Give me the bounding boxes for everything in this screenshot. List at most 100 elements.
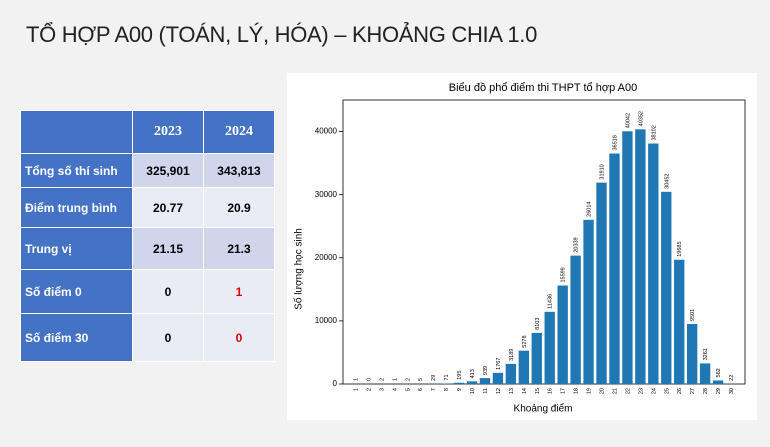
x-tick-label: 24 <box>651 388 657 394</box>
row-label: Điểm trung bình <box>20 187 133 228</box>
corner-cell <box>20 110 133 154</box>
cell: 20.9 <box>203 187 275 228</box>
bar <box>505 363 517 384</box>
x-tick-label: 27 <box>690 388 696 394</box>
y-tick-label: 20000 <box>315 253 338 262</box>
x-tick-label: 18 <box>574 388 580 394</box>
cell: 21.3 <box>203 227 275 270</box>
x-tick-label: 8 <box>444 388 450 391</box>
x-tick-label: 28 <box>703 388 709 394</box>
x-tick-label: 9 <box>457 388 463 391</box>
x-tick-label: 2 <box>366 388 372 391</box>
bar <box>544 311 555 384</box>
value-label: 195 <box>457 371 463 380</box>
bar <box>609 153 620 384</box>
row-label: Số điểm 30 <box>20 313 133 362</box>
bar <box>557 285 568 384</box>
bar <box>712 380 724 384</box>
x-tick-label: 26 <box>677 388 683 394</box>
cell: 0 <box>132 269 204 314</box>
value-label: 5278 <box>522 335 528 347</box>
bar <box>674 259 685 384</box>
x-tick-label: 30 <box>729 388 735 394</box>
value-label: 413 <box>470 369 476 378</box>
x-tick-label: 17 <box>561 388 567 394</box>
bar <box>479 378 491 384</box>
cell: 0 <box>203 313 275 362</box>
value-label: 1 <box>392 378 398 381</box>
bar <box>531 332 542 384</box>
x-tick-label: 5 <box>405 388 411 391</box>
x-axis-label: Khoảng điểm <box>514 403 573 415</box>
header-cell: 2024 <box>203 110 275 154</box>
value-label: 562 <box>716 368 722 377</box>
y-tick-label: 0 <box>333 379 338 388</box>
value-label: 19685 <box>677 241 683 256</box>
value-label: 22 <box>729 375 735 381</box>
bar <box>466 381 478 384</box>
cell: 21.15 <box>132 227 204 270</box>
value-label: 939 <box>483 366 489 375</box>
plot-frame <box>342 99 746 385</box>
x-tick-label: 12 <box>496 388 502 394</box>
value-label: 11436 <box>548 294 554 309</box>
row-label: Trung vị <box>20 227 133 270</box>
value-label: 2 <box>405 378 411 381</box>
value-label: 9501 <box>690 309 696 321</box>
x-tick-label: 10 <box>470 388 476 394</box>
value-label: 31910 <box>600 164 606 179</box>
value-label: 40042 <box>625 113 631 128</box>
value-label: 29 <box>431 375 437 381</box>
value-label: 38102 <box>651 125 657 140</box>
bar <box>583 219 594 384</box>
chart: Biểu đồ phổ điểm thi THPT tổ hợp A00 Kho… <box>293 82 746 415</box>
x-tick-label: 19 <box>587 388 593 394</box>
value-label: 0 <box>366 378 372 381</box>
y-axis-label: Số lượng học sinh <box>293 228 305 310</box>
cell: 20.77 <box>132 187 204 228</box>
x-tick-label: 21 <box>612 388 618 394</box>
bar <box>661 191 672 384</box>
value-label: 2 <box>379 378 385 381</box>
value-label: 3189 <box>509 349 515 361</box>
x-tick-label: 1 <box>354 388 360 391</box>
value-label: 71 <box>444 374 450 380</box>
value-label: 3261 <box>703 348 709 360</box>
x-tick-label: 29 <box>716 388 722 394</box>
x-tick-label: 14 <box>522 388 528 394</box>
value-label: 1 <box>354 378 360 381</box>
x-tick-label: 3 <box>379 388 385 391</box>
y-tick-label: 30000 <box>315 190 338 199</box>
bar <box>686 324 698 384</box>
x-tick-label: 7 <box>431 388 437 391</box>
value-label: 8103 <box>535 318 541 330</box>
x-tick-label: 11 <box>483 388 489 394</box>
value-label: 20339 <box>574 237 580 252</box>
x-tick-label: 23 <box>638 388 644 394</box>
bar <box>622 131 633 384</box>
bar <box>570 255 581 384</box>
value-label: 5 <box>418 378 424 381</box>
chart-title: Biểu đồ phổ điểm thi THPT tổ hợp A00 <box>449 82 637 94</box>
y-tick-label: 10000 <box>315 316 338 325</box>
x-tick-label: 20 <box>600 388 606 394</box>
cell: 0 <box>132 313 204 362</box>
bar <box>453 382 465 384</box>
cell: 1 <box>203 269 275 314</box>
bar <box>518 350 530 384</box>
value-label: 36518 <box>612 135 618 150</box>
value-label: 40352 <box>638 111 644 126</box>
y-tick-label: 40000 <box>315 127 338 136</box>
x-tick-label: 6 <box>418 388 424 391</box>
value-label: 26014 <box>587 202 593 217</box>
value-label: 15599 <box>561 267 567 282</box>
x-tick-label: 25 <box>664 388 670 394</box>
chart-panel: Biểu đồ phổ điểm thi THPT tổ hợp A00 Kho… <box>287 73 757 420</box>
x-tick-label: 15 <box>535 388 541 394</box>
row-label: Số điểm 0 <box>20 269 133 314</box>
stats-table: 2023 2024 Tổng số thí sinh 325,901 343,813… <box>20 110 275 362</box>
bar <box>635 129 646 384</box>
slide-title: TỔ HỢP A00 (TOÁN, LÝ, HÓA) – KHOẢNG CHIA… <box>26 22 538 47</box>
value-label: 30452 <box>664 174 670 189</box>
